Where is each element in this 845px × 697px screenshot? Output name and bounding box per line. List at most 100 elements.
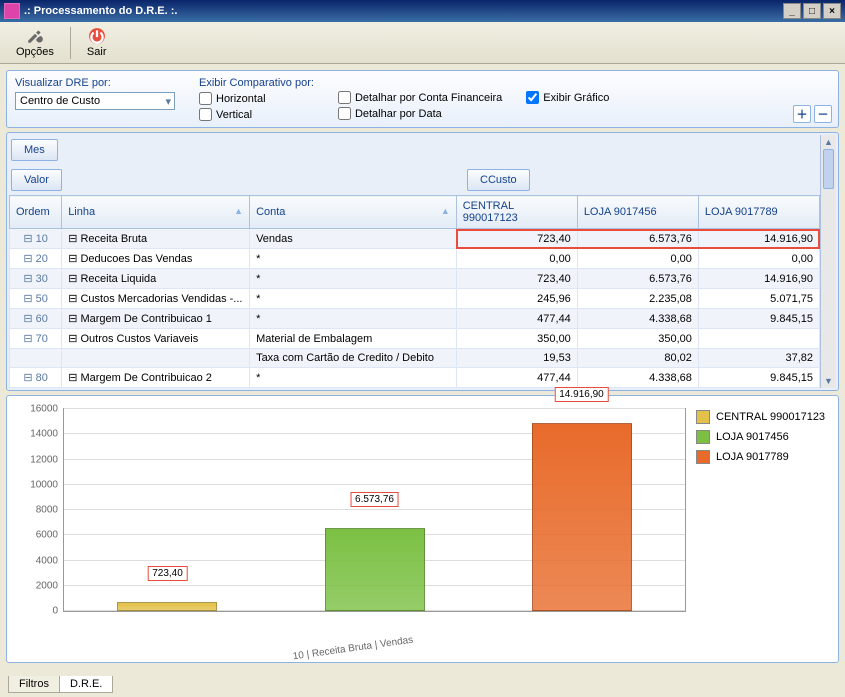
- expand-icon[interactable]: ⊟ 30: [10, 269, 62, 289]
- cell-v3: 37,82: [698, 349, 819, 368]
- scroll-thumb[interactable]: [823, 149, 834, 189]
- cell-conta: *: [250, 249, 457, 269]
- exibir-grafico-label: Exibir Gráfico: [543, 92, 609, 104]
- table-row[interactable]: Taxa com Cartão de Credito / Debito19,53…: [10, 349, 820, 368]
- vertical-label: Vertical: [216, 109, 252, 121]
- cell-linha: ⊟ Margem De Contribuicao 1: [62, 309, 250, 329]
- legend-swatch: [696, 450, 710, 464]
- col-ordem[interactable]: Ordem: [10, 196, 62, 229]
- data-grid: Ordem Linha▲ Conta▲ CENTRAL 990017123 LO…: [9, 195, 820, 388]
- tools-icon: [26, 27, 44, 45]
- cell-v3: 9.845,15: [698, 309, 819, 329]
- y-tick-label: 4000: [36, 555, 64, 566]
- cell-v2: 6.573,76: [577, 269, 698, 289]
- expand-icon[interactable]: ⊟ 60: [10, 309, 62, 329]
- bottom-tabs: Filtros D.R.E.: [8, 676, 112, 693]
- table-row[interactable]: ⊟ 20⊟ Deducoes Das Vendas*0,000,000,00: [10, 249, 820, 269]
- cell-v3: 5.071,75: [698, 289, 819, 309]
- visualizar-label: Visualizar DRE por:: [15, 77, 175, 89]
- expand-icon[interactable]: ⊟ 80: [10, 368, 62, 388]
- cell-conta: Taxa com Cartão de Credito / Debito: [250, 349, 457, 368]
- chart-xlabel: 10 | Receita Bruta | Vendas: [292, 635, 414, 663]
- group-mes-button[interactable]: Mes: [11, 139, 58, 161]
- y-tick-label: 14000: [30, 429, 64, 440]
- cell-conta: Vendas: [250, 229, 457, 249]
- table-row[interactable]: ⊟ 50⊟ Custos Mercadorias Vendidas -...*2…: [10, 289, 820, 309]
- cell-v1: 477,44: [456, 309, 577, 329]
- expand-icon[interactable]: [10, 349, 62, 368]
- chart-area: 0200040006000800010000120001400016000723…: [13, 402, 692, 656]
- minimize-button[interactable]: _: [783, 3, 801, 19]
- group-ccusto-button[interactable]: CCusto: [467, 169, 530, 191]
- detalhar-conta-label: Detalhar por Conta Financeira: [355, 92, 502, 104]
- chart-panel: 0200040006000800010000120001400016000723…: [6, 395, 839, 663]
- collapse-all-button[interactable]: －: [814, 105, 832, 123]
- cell-linha: ⊟ Receita Bruta: [62, 229, 250, 249]
- chart-bar: [532, 423, 632, 611]
- bar-value-label: 14.916,90: [554, 387, 609, 402]
- toolbar-separator: [70, 27, 71, 59]
- legend-item: LOJA 9017456: [696, 430, 828, 444]
- cell-conta: *: [250, 289, 457, 309]
- col-c3[interactable]: LOJA 9017789: [698, 196, 819, 229]
- cell-v2: 350,00: [577, 329, 698, 349]
- y-tick-label: 8000: [36, 505, 64, 516]
- grid-scrollbar[interactable]: ▲ ▼: [820, 135, 836, 388]
- cell-v2: 2.235,08: [577, 289, 698, 309]
- table-row[interactable]: ⊟ 80⊟ Margem De Contribuicao 2*477,444.3…: [10, 368, 820, 388]
- exibir-grafico-checkbox[interactable]: [526, 91, 539, 104]
- maximize-button[interactable]: □: [803, 3, 821, 19]
- cell-v1: 19,53: [456, 349, 577, 368]
- horizontal-checkbox[interactable]: [199, 92, 212, 105]
- exit-button[interactable]: Sair: [79, 25, 115, 60]
- options-button[interactable]: Opções: [8, 25, 62, 60]
- legend-label: LOJA 9017456: [716, 431, 789, 443]
- col-conta[interactable]: Conta▲: [250, 196, 457, 229]
- col-c1[interactable]: CENTRAL 990017123: [456, 196, 577, 229]
- cell-linha: ⊟ Margem De Contribuicao 2: [62, 368, 250, 388]
- filter-panel: Visualizar DRE por: Centro de Custo Exib…: [6, 70, 839, 128]
- legend-label: LOJA 9017789: [716, 451, 789, 463]
- cell-v2: 0,00: [577, 249, 698, 269]
- y-tick-label: 10000: [30, 479, 64, 490]
- group-valor-button[interactable]: Valor: [11, 169, 62, 191]
- scroll-down-icon[interactable]: ▼: [821, 374, 836, 388]
- vertical-checkbox[interactable]: [199, 108, 212, 121]
- chart-bar: [117, 602, 217, 611]
- exit-label: Sair: [87, 46, 107, 58]
- chart-bar: [325, 528, 425, 611]
- expand-icon[interactable]: ⊟ 10: [10, 229, 62, 249]
- table-row[interactable]: ⊟ 30⊟ Receita Liquida*723,406.573,7614.9…: [10, 269, 820, 289]
- cell-v3: 14.916,90: [698, 229, 819, 249]
- table-row[interactable]: ⊟ 70⊟ Outros Custos VariaveisMaterial de…: [10, 329, 820, 349]
- scroll-up-icon[interactable]: ▲: [821, 135, 836, 149]
- cell-v2: 80,02: [577, 349, 698, 368]
- expand-icon[interactable]: ⊟ 50: [10, 289, 62, 309]
- legend-swatch: [696, 410, 710, 424]
- sort-asc-icon: ▲: [234, 206, 243, 216]
- expand-icon[interactable]: ⊟ 70: [10, 329, 62, 349]
- chart-legend: CENTRAL 990017123LOJA 9017456LOJA 901778…: [692, 402, 832, 656]
- tab-filtros[interactable]: Filtros: [8, 676, 60, 693]
- window-title: .: Processamento do D.R.E. :.: [24, 5, 781, 17]
- expand-all-button[interactable]: ＋: [793, 105, 811, 123]
- y-tick-label: 16000: [30, 404, 64, 415]
- table-row[interactable]: ⊟ 60⊟ Margem De Contribuicao 1*477,444.3…: [10, 309, 820, 329]
- y-tick-label: 0: [52, 606, 64, 617]
- cell-v2: 6.573,76: [577, 229, 698, 249]
- cell-conta: *: [250, 368, 457, 388]
- cell-v3: 9.845,15: [698, 368, 819, 388]
- expand-icon[interactable]: ⊟ 20: [10, 249, 62, 269]
- table-row[interactable]: ⊟ 10⊟ Receita BrutaVendas723,406.573,761…: [10, 229, 820, 249]
- cell-linha: ⊟ Deducoes Das Vendas: [62, 249, 250, 269]
- visualizar-select[interactable]: Centro de Custo: [15, 92, 175, 110]
- cell-v2: 4.338,68: [577, 309, 698, 329]
- close-button[interactable]: ×: [823, 3, 841, 19]
- tab-dre[interactable]: D.R.E.: [59, 676, 113, 693]
- detalhar-data-checkbox[interactable]: [338, 107, 351, 120]
- detalhar-conta-checkbox[interactable]: [338, 91, 351, 104]
- cell-v1: 245,96: [456, 289, 577, 309]
- col-c2[interactable]: LOJA 9017456: [577, 196, 698, 229]
- cell-v2: 4.338,68: [577, 368, 698, 388]
- col-linha[interactable]: Linha▲: [62, 196, 250, 229]
